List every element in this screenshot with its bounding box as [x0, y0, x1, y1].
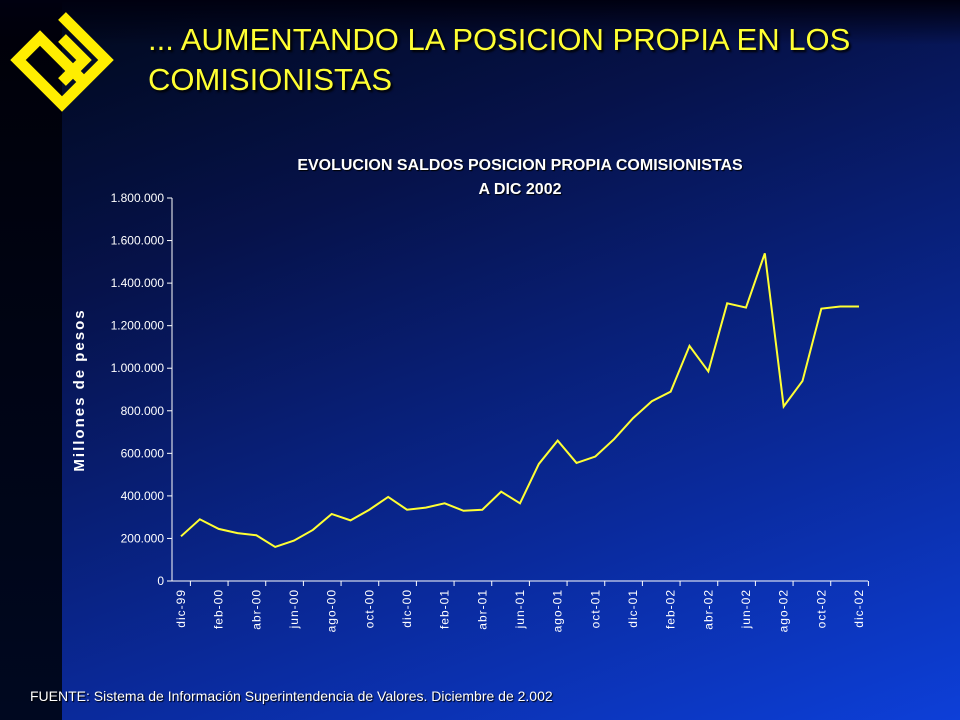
x-tick-label: ago-02: [777, 589, 791, 632]
y-tick-label: 1.000.000: [111, 361, 165, 375]
logo-mark: [10, 12, 114, 112]
x-tick-label: abr-01: [475, 589, 489, 630]
x-tick-label: oct-00: [362, 589, 376, 628]
top-band: [0, 0, 960, 45]
y-tick-label: 200.000: [121, 531, 165, 545]
x-tick-label: oct-02: [814, 589, 828, 628]
x-tick-label: abr-00: [249, 589, 263, 630]
x-tick-label: feb-01: [438, 589, 452, 629]
x-tick-label: dic-02: [852, 589, 866, 628]
y-axis-label: Millones de pesos: [71, 308, 88, 471]
x-tick-label: ago-01: [551, 589, 565, 632]
data-line: [180, 252, 859, 549]
x-tick-label: feb-00: [212, 589, 226, 629]
y-tick-label: 1.800.000: [111, 191, 165, 205]
x-tick-label: abr-02: [701, 589, 715, 630]
x-tick-label: jun-00: [287, 589, 301, 629]
y-tick-label: 800.000: [121, 404, 165, 418]
source-note: FUENTE: Sistema de Información Superinte…: [30, 688, 553, 704]
y-tick-label: 1.600.000: [111, 234, 165, 248]
x-tick-label: dic-99: [174, 589, 188, 628]
x-tick-label: dic-00: [400, 589, 414, 628]
y-tick-label: 0: [157, 574, 164, 588]
x-tick-label: jun-01: [513, 589, 527, 629]
y-tick-label: 1.400.000: [111, 276, 165, 290]
x-tick-label: feb-02: [664, 589, 678, 629]
slide-title: ... AUMENTANDO LA POSICION PROPIA EN LOS…: [148, 22, 851, 97]
chart-title: EVOLUCION SALDOS POSICION PROPIA COMISIO…: [297, 157, 743, 174]
x-tick-label: dic-01: [626, 589, 640, 628]
x-tick-label: ago-00: [325, 589, 339, 632]
x-tick-label: oct-01: [588, 589, 602, 628]
y-tick-label: 1.200.000: [111, 319, 165, 333]
y-tick-label: 400.000: [121, 489, 165, 503]
chart-subtitle: A DIC 2002: [479, 181, 562, 198]
logo: [10, 12, 114, 112]
x-tick-label: jun-02: [739, 589, 753, 629]
y-tick-label: 600.000: [121, 446, 165, 460]
side-band: [0, 0, 62, 720]
